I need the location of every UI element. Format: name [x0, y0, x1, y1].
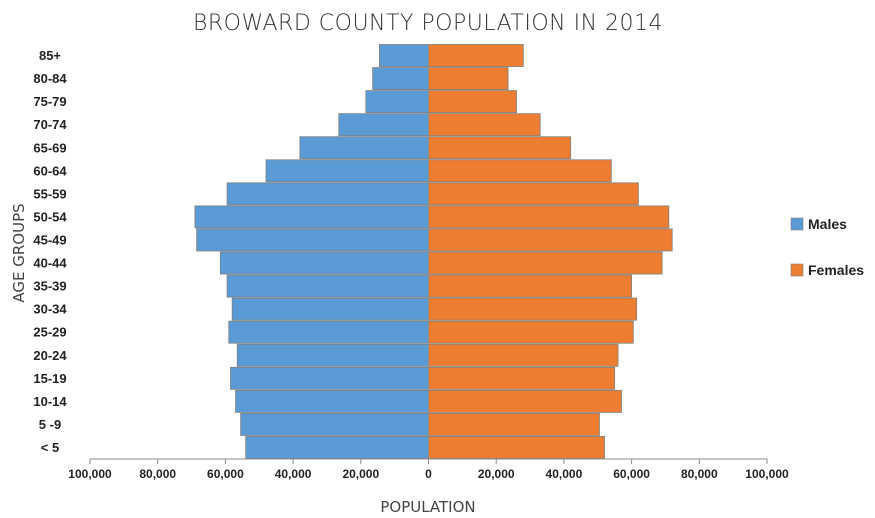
category-label-0: < 5 [41, 440, 59, 455]
bar-males-9 [196, 228, 429, 252]
bar-females-10 [428, 205, 670, 229]
category-label-4: 20-24 [33, 348, 67, 363]
category-label-2: 10-14 [33, 394, 67, 409]
category-label-13: 65-69 [33, 140, 66, 155]
bar-males-14 [338, 113, 429, 137]
bar-females-15 [428, 90, 517, 114]
y-axis-title: AGE GROUPS [10, 203, 28, 302]
category-label-11: 55-59 [33, 186, 66, 201]
legend-swatch-females [790, 263, 804, 277]
bar-females-12 [428, 159, 612, 183]
bar-males-3 [230, 366, 429, 390]
category-label-14: 70-74 [33, 117, 67, 132]
bar-females-4 [428, 343, 619, 367]
bars-group [194, 44, 673, 459]
bar-females-2 [428, 389, 622, 413]
bar-females-13 [428, 136, 572, 160]
category-label-7: 35-39 [33, 279, 66, 294]
x-tick-label-0: 100,000 [68, 467, 112, 481]
category-labels: < 5 5 -9 10-14 15-19 20-24 25-29 30-34 35-39 40-… [33, 48, 67, 455]
bar-females-6 [428, 297, 638, 321]
bar-females-7 [428, 274, 633, 298]
category-label-3: 15-19 [33, 371, 66, 386]
bar-males-4 [236, 343, 429, 367]
category-label-15: 75-79 [33, 94, 66, 109]
x-tick-label-10: 100,000 [745, 467, 789, 481]
bar-females-16 [428, 67, 509, 91]
bar-females-3 [428, 366, 616, 390]
bar-females-11 [428, 182, 639, 206]
legend: Males Females [790, 216, 864, 278]
bar-males-16 [372, 67, 429, 91]
axes-group [89, 44, 768, 464]
category-label-10: 50-54 [33, 209, 67, 224]
bar-males-5 [228, 320, 429, 344]
x-tick-label-9: 80,000 [681, 467, 718, 481]
bar-females-17 [428, 44, 524, 67]
bar-females-14 [428, 113, 541, 137]
x-tick-label-6: 20,000 [478, 467, 515, 481]
bar-males-7 [226, 274, 429, 298]
bar-females-1 [428, 412, 600, 436]
category-label-9: 45-49 [33, 232, 66, 247]
bar-females-9 [428, 228, 673, 252]
chart-title: BROWARD COUNTY POPULATION IN 2014 [193, 11, 663, 36]
x-tick-label-8: 60,000 [613, 467, 650, 481]
legend-label-males: Males [808, 216, 847, 232]
bar-males-17 [379, 44, 429, 67]
legend-swatch-males [790, 217, 804, 231]
bar-males-10 [194, 205, 429, 229]
bar-males-6 [231, 297, 429, 321]
bar-males-8 [219, 251, 429, 275]
category-label-16: 80-84 [33, 71, 67, 86]
category-label-1: 5 -9 [39, 417, 61, 432]
x-tick-labels: 100,000 80,000 60,000 40,000 20,000 0 20,000 40… [68, 467, 789, 481]
bar-males-11 [226, 182, 429, 206]
bar-males-2 [235, 389, 429, 413]
legend-label-females: Females [808, 262, 864, 278]
bar-males-12 [265, 159, 429, 183]
x-tick-label-5: 0 [425, 467, 432, 481]
bar-females-5 [428, 320, 634, 344]
x-tick-label-3: 40,000 [275, 467, 312, 481]
category-label-6: 30-34 [33, 302, 67, 317]
bar-males-13 [299, 136, 429, 160]
category-label-12: 60-64 [33, 163, 67, 178]
bar-males-15 [365, 90, 429, 114]
x-tick-label-7: 40,000 [546, 467, 583, 481]
category-label-17: 85+ [39, 48, 61, 63]
category-label-8: 40-44 [33, 256, 67, 271]
x-axis-title: POPULATION [380, 498, 475, 516]
x-tick-label-1: 80,000 [139, 467, 176, 481]
bar-females-8 [428, 251, 663, 275]
bar-males-0 [245, 436, 429, 459]
bar-females-0 [428, 436, 605, 459]
x-tick-label-2: 60,000 [207, 467, 244, 481]
category-label-5: 25-29 [33, 325, 66, 340]
x-tick-label-4: 20,000 [342, 467, 379, 481]
bar-males-1 [240, 412, 429, 436]
